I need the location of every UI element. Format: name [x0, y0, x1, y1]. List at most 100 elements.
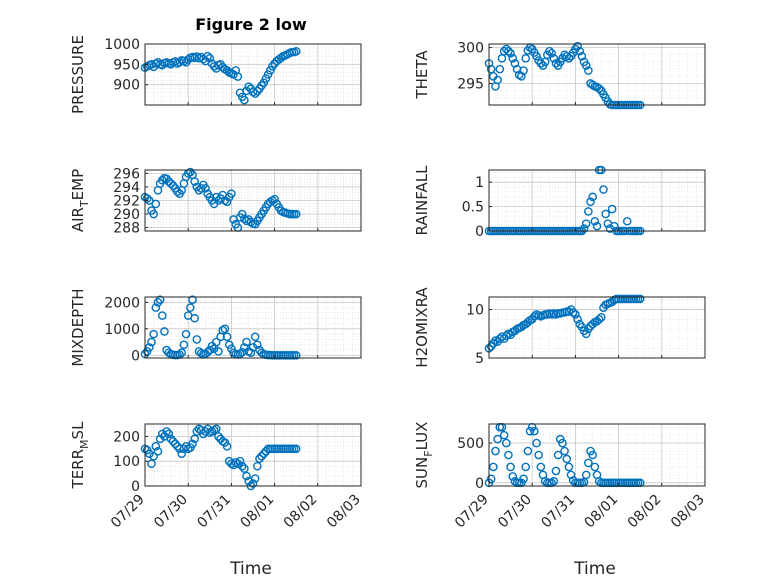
data-point [190, 177, 199, 186]
y-tick-label: 296 [113, 166, 140, 182]
data-point [501, 44, 511, 54]
x-tick-label: 08/01 [582, 492, 622, 532]
y-axis-label: TERRMSL [69, 421, 91, 490]
data-point [573, 314, 582, 324]
y-tick-label: 288 [113, 221, 140, 237]
data-point [506, 49, 515, 58]
data-point [162, 427, 171, 436]
axes-box [144, 423, 362, 487]
data-point [489, 462, 498, 472]
data-point [192, 335, 202, 344]
data-point [153, 446, 163, 456]
data-point [581, 219, 591, 228]
data-point [551, 59, 561, 68]
y-tick-label: 292 [113, 194, 140, 210]
x-tick-label: 07/30 [151, 492, 191, 532]
data-point [179, 340, 189, 350]
data-point [203, 347, 212, 357]
data-point [166, 179, 176, 188]
data-point [571, 310, 580, 319]
y-axis-label: SUNFLUX [413, 422, 435, 489]
data-point [551, 466, 561, 476]
data-point [175, 58, 184, 67]
data-point [242, 337, 251, 347]
data-point [573, 41, 582, 51]
data-point [508, 54, 518, 63]
data-point [517, 71, 526, 81]
data-point [495, 64, 505, 74]
data-point [188, 439, 197, 449]
data-point [235, 349, 245, 359]
data-point [235, 456, 245, 466]
y-tick-label: 5 [475, 351, 484, 367]
y-axis-label: RAINFALL [413, 165, 431, 236]
x-tick-label: 07/31 [538, 492, 578, 532]
data-point [229, 70, 238, 79]
data-point [250, 332, 260, 342]
figure-title: Figure 2 low [195, 15, 307, 34]
data-point [558, 438, 567, 448]
data-point [577, 51, 587, 61]
x-tick-label: 07/31 [194, 492, 234, 532]
panel-mixdepth: 0 1000 2000 MIXDEPTH [69, 288, 362, 367]
data-point [149, 329, 158, 339]
data-point [514, 70, 524, 80]
plot-area [145, 44, 361, 105]
y-tick-label: 295 [457, 76, 484, 92]
data-point [186, 303, 195, 312]
y-tick-label: 290 [113, 207, 140, 223]
data-point [145, 449, 154, 459]
data-point [261, 74, 271, 83]
data-point [532, 51, 541, 61]
y-tick-label: 1000 [104, 37, 140, 53]
data-point [257, 451, 266, 461]
data-point [562, 51, 572, 61]
data-point [214, 347, 223, 356]
data-point [501, 331, 511, 341]
data-point [250, 474, 260, 483]
data-point [259, 78, 269, 87]
axes-box [488, 169, 706, 232]
data-point [244, 82, 253, 91]
data-point [211, 424, 221, 434]
data-point [536, 59, 546, 68]
data-point [508, 472, 518, 481]
panel-h2omixra: 5 10 H2OMIXRA [413, 287, 706, 368]
data-point [253, 86, 262, 96]
data-point [240, 464, 249, 473]
data-point [581, 329, 591, 339]
data-point [240, 95, 249, 105]
data-point [155, 295, 165, 304]
x-axis-label-right: Time [573, 559, 616, 579]
data-point [222, 442, 232, 451]
data-point [149, 209, 158, 219]
x-tick-label: 07/29 [452, 492, 492, 532]
plot-area [489, 170, 705, 231]
data-point [201, 183, 210, 193]
data-point [190, 313, 199, 323]
data-point [581, 470, 591, 480]
data-point [242, 471, 251, 481]
panel-rainfall: 0 0.5 1 RAINFALL [413, 165, 706, 240]
y-axis-label: AIRTEMP [69, 169, 91, 232]
data-point [170, 439, 180, 449]
y-axis-label: THETA [413, 50, 431, 100]
x-tick-label: 08/02 [625, 492, 665, 532]
data-point [519, 66, 528, 75]
x-tick-label: 08/03 [668, 492, 708, 532]
axes-box [488, 43, 706, 106]
panel-pressure: 900 950 1000 PRESSURE [69, 35, 362, 114]
data-point [601, 209, 610, 219]
data-point [532, 438, 541, 448]
x-axis-label-left: Time [229, 559, 272, 579]
data-point [151, 303, 161, 312]
panel-theta: 295 300 THETA [413, 41, 706, 110]
y-tick-label: 0 [475, 476, 484, 492]
y-tick-label: 1 [475, 175, 484, 191]
data-point [214, 196, 223, 205]
data-point [622, 216, 632, 226]
data-point [250, 89, 260, 98]
data-point [579, 224, 589, 233]
